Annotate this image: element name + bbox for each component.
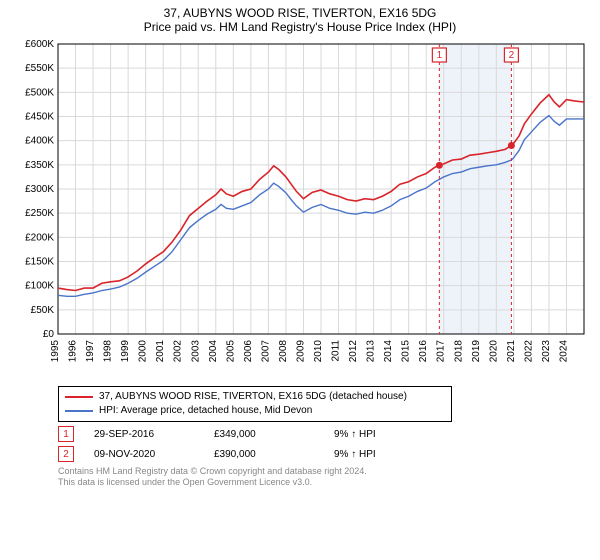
svg-text:£350K: £350K <box>25 160 54 171</box>
sale-marker-1-icon: 1 <box>58 426 74 442</box>
svg-text:2003: 2003 <box>190 340 201 363</box>
svg-text:1: 1 <box>437 50 443 61</box>
svg-text:2012: 2012 <box>348 340 359 363</box>
svg-text:2006: 2006 <box>243 340 254 363</box>
footer-attribution: Contains HM Land Registry data © Crown c… <box>58 466 590 488</box>
legend-label-price-paid: 37, AUBYNS WOOD RISE, TIVERTON, EX16 5DG… <box>99 390 407 404</box>
svg-text:£150K: £150K <box>25 257 54 268</box>
svg-text:£300K: £300K <box>25 184 54 195</box>
svg-text:1996: 1996 <box>68 340 79 363</box>
svg-text:2024: 2024 <box>558 340 569 363</box>
svg-text:£600K: £600K <box>25 39 54 50</box>
svg-text:2020: 2020 <box>488 340 499 363</box>
svg-text:2019: 2019 <box>471 340 482 363</box>
svg-text:2015: 2015 <box>401 340 412 363</box>
sale-1-delta: 9% ↑ HPI <box>334 429 454 440</box>
sale-row-1: 1 29-SEP-2016 £349,000 9% ↑ HPI <box>58 426 590 442</box>
legend-label-hpi: HPI: Average price, detached house, Mid … <box>99 404 312 418</box>
svg-text:£200K: £200K <box>25 232 54 243</box>
sale-1-date: 29-SEP-2016 <box>94 429 214 440</box>
chart-title-line1: 37, AUBYNS WOOD RISE, TIVERTON, EX16 5DG <box>10 6 590 20</box>
svg-text:2013: 2013 <box>366 340 377 363</box>
legend-item-price-paid: 37, AUBYNS WOOD RISE, TIVERTON, EX16 5DG… <box>65 390 445 404</box>
svg-text:£50K: £50K <box>31 305 55 316</box>
legend-swatch-hpi <box>65 410 93 412</box>
chart-svg: £0 £50K £100K £150K £200K £250K £300K £350K £400… <box>10 38 590 378</box>
sale-row-2: 2 09-NOV-2020 £390,000 9% ↑ HPI <box>58 446 590 462</box>
sales-table: 1 29-SEP-2016 £349,000 9% ↑ HPI 2 09-NOV… <box>58 426 590 462</box>
sale-marker-2-icon: 2 <box>58 446 74 462</box>
legend-swatch-price-paid <box>65 396 93 398</box>
svg-text:2022: 2022 <box>523 340 534 363</box>
legend-box: 37, AUBYNS WOOD RISE, TIVERTON, EX16 5DG… <box>58 386 452 422</box>
svg-text:1998: 1998 <box>103 340 114 363</box>
svg-text:2011: 2011 <box>331 340 342 362</box>
svg-text:2023: 2023 <box>541 340 552 363</box>
svg-text:2010: 2010 <box>313 340 324 363</box>
svg-text:2000: 2000 <box>138 340 149 363</box>
svg-text:2018: 2018 <box>453 340 464 363</box>
svg-text:2004: 2004 <box>208 340 219 363</box>
sale-2-delta: 9% ↑ HPI <box>334 449 454 460</box>
svg-text:£250K: £250K <box>25 208 54 219</box>
sale-2-date: 09-NOV-2020 <box>94 449 214 460</box>
svg-text:2001: 2001 <box>155 340 166 363</box>
sale-2-price: £390,000 <box>214 449 334 460</box>
svg-text:2016: 2016 <box>418 340 429 363</box>
svg-text:2009: 2009 <box>295 340 306 363</box>
sale-1-price: £349,000 <box>214 429 334 440</box>
line-chart: £0 £50K £100K £150K £200K £250K £300K £350K £400… <box>10 38 590 378</box>
svg-text:2008: 2008 <box>278 340 289 363</box>
svg-text:£450K: £450K <box>25 112 54 123</box>
svg-text:1999: 1999 <box>120 340 131 363</box>
svg-text:1997: 1997 <box>85 340 96 363</box>
svg-text:£100K: £100K <box>25 281 54 292</box>
svg-text:£550K: £550K <box>25 63 54 74</box>
svg-text:2: 2 <box>509 50 515 61</box>
svg-text:1995: 1995 <box>50 340 61 363</box>
svg-text:£400K: £400K <box>25 136 54 147</box>
svg-text:2017: 2017 <box>436 340 447 363</box>
svg-text:£500K: £500K <box>25 87 54 98</box>
svg-text:2007: 2007 <box>260 340 271 363</box>
svg-text:£0: £0 <box>43 329 55 340</box>
svg-text:2021: 2021 <box>506 340 517 363</box>
chart-title-line2: Price paid vs. HM Land Registry's House … <box>10 20 590 34</box>
svg-text:2014: 2014 <box>383 340 394 363</box>
legend-item-hpi: HPI: Average price, detached house, Mid … <box>65 404 445 418</box>
svg-text:2002: 2002 <box>173 340 184 363</box>
svg-text:2005: 2005 <box>225 340 236 363</box>
